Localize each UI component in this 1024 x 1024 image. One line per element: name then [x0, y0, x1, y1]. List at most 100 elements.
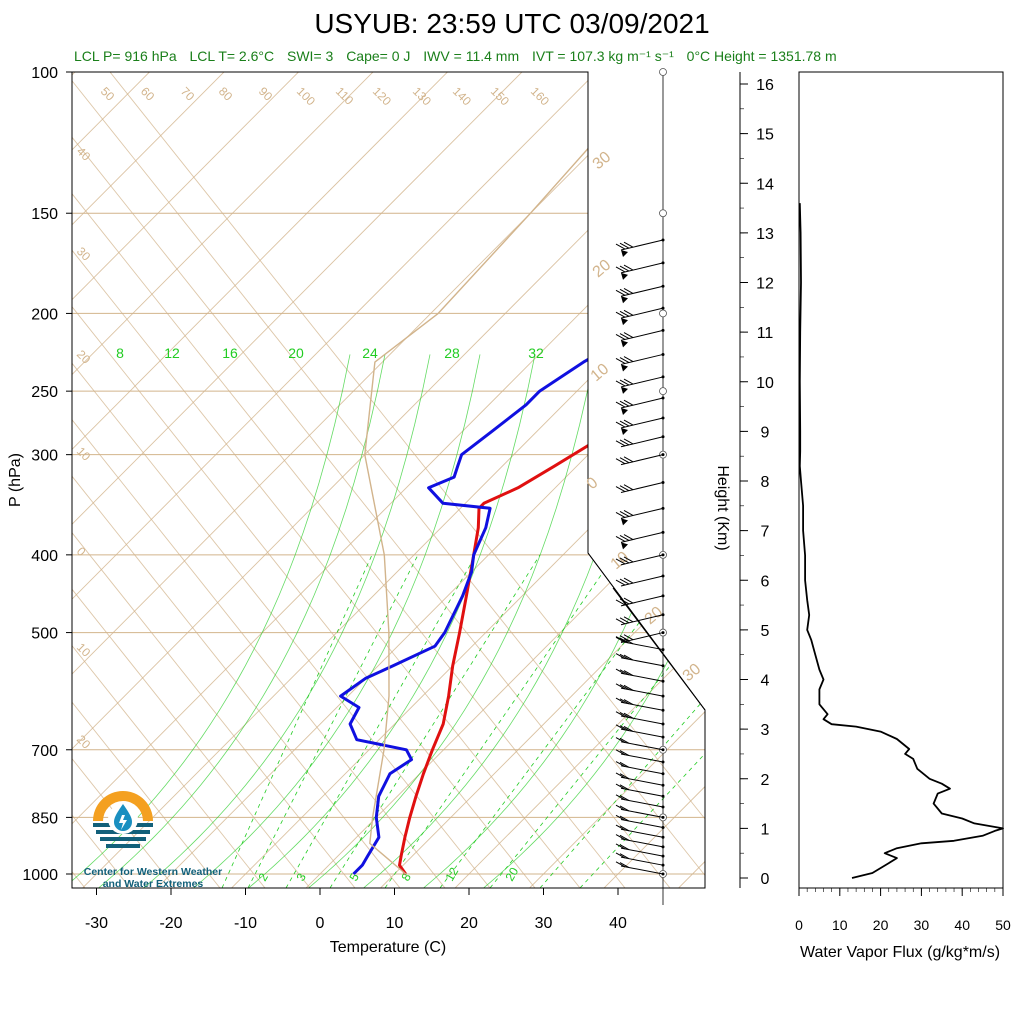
isotherm-label: 20	[590, 257, 615, 282]
isotherm-line	[72, 72, 705, 888]
wind-barb	[615, 668, 665, 683]
mixing-ratio-label: 16	[222, 345, 238, 361]
pressure-marker	[659, 209, 667, 218]
isotherm-line	[79, 72, 705, 888]
dry-adiabat-line	[72, 72, 671, 888]
dry-adiabat-line	[72, 72, 536, 888]
lcl-temperature: LCL T= 2.6°C	[189, 48, 275, 64]
isotherm-label: 10	[588, 361, 613, 386]
height-tick-label: 3	[761, 722, 770, 739]
isotherm-label: 10	[74, 444, 94, 464]
mixing-ratio-label: 8	[116, 345, 124, 361]
x-tick-label: -30	[85, 915, 108, 932]
wind-barb	[615, 653, 665, 668]
isotherm-label: 20	[74, 347, 94, 367]
isotherm-line	[750, 54, 1024, 891]
moist-adiabat-line	[479, 354, 705, 888]
dry-adiabat-line	[72, 72, 356, 888]
sounding-stats: LCL P= 916 hPa LCL T= 2.6°C SWI= 3 Cape=…	[74, 48, 1014, 65]
wind-barb	[615, 506, 665, 526]
moist-adiabat-line	[139, 354, 431, 888]
wind-barb	[615, 834, 665, 849]
x-tick-label: 40	[609, 915, 627, 932]
isotherm-label: 150	[488, 84, 512, 108]
isotherm-line	[377, 72, 705, 888]
parcel-path-line	[364, 72, 657, 875]
pressure-marker	[659, 68, 667, 76]
mixing-ratio-label: 3	[293, 870, 309, 883]
x-tick-label: 30	[535, 915, 553, 932]
ivt-value: IVT = 107.3 kg m⁻¹ s⁻¹	[532, 48, 674, 64]
x-axis-label: Temperature (C)	[330, 939, 446, 956]
flux-x-tick-label: 40	[954, 917, 970, 933]
wind-barb	[615, 852, 665, 867]
dry-adiabat-line	[72, 72, 401, 888]
swi-value: SWI= 3	[287, 48, 334, 64]
iwv-value: IWV = 11.4 mm	[423, 48, 520, 64]
wind-barb	[615, 783, 665, 798]
height-tick-label: 11	[757, 325, 774, 342]
cape-value: Cape= 0 J	[346, 48, 411, 64]
wind-barb	[615, 737, 665, 752]
flux-frame	[798, 71, 1004, 889]
y-tick-label: 500	[31, 626, 58, 643]
mixing-ratio-label: 2	[255, 870, 271, 883]
y-tick-label: 100	[31, 65, 58, 82]
isotherm-line	[302, 72, 705, 888]
y-tick-label: 300	[31, 448, 58, 465]
mixing-ratio-line	[384, 554, 616, 888]
wind-barb	[615, 396, 665, 416]
wind-barb	[615, 824, 665, 839]
moist-adiabat-line	[94, 354, 386, 888]
wind-barb	[615, 530, 665, 550]
isotherm-line	[72, 72, 243, 888]
height-tick-label: 9	[761, 424, 770, 441]
height-tick-label: 12	[756, 276, 774, 293]
pressure-marker	[659, 387, 667, 396]
flux-x-tick-label: 20	[873, 917, 889, 933]
dry-adiabat-line	[72, 72, 221, 888]
x-tick-label: 10	[386, 915, 404, 932]
height-tick-label: 8	[761, 474, 770, 491]
wind-barb	[615, 631, 665, 644]
flux-x-tick-label: 10	[832, 917, 848, 933]
wind-barb	[615, 772, 665, 787]
height-tick-label: 1	[761, 821, 770, 838]
mixing-ratio-line	[539, 554, 705, 888]
wind-barb	[615, 375, 665, 394]
mixing-ratio-label: 12	[442, 865, 461, 884]
isotherm-line	[600, 72, 705, 888]
flux-x-tick-label: 30	[914, 917, 930, 933]
wind-barb	[615, 749, 665, 764]
isotherm-label: 80	[216, 84, 236, 104]
x-tick-label: 0	[316, 915, 325, 932]
page-title: USYUB: 23:59 UTC 03/09/2021	[314, 8, 710, 39]
isotherm-label: 110	[333, 84, 357, 108]
logo-caption: Center for Western Weather and Water Ext…	[78, 866, 228, 890]
mixing-ratio-label: 24	[362, 345, 378, 361]
flux-x-axis-label: Water Vapor Flux (g/kg*m/s)	[800, 944, 1000, 961]
isotherm-label: 10	[74, 640, 94, 660]
y-tick-label: 250	[31, 384, 58, 401]
isotherm-label: 70	[178, 84, 198, 104]
mixing-ratio-line	[329, 554, 541, 888]
moist-adiabat-line	[189, 354, 481, 888]
isotherm-line	[72, 72, 168, 888]
wind-barb	[615, 284, 665, 304]
isotherm-label: 140	[450, 84, 474, 108]
height-tick-label: 16	[756, 77, 774, 94]
isotherm-label: 130	[410, 84, 434, 108]
wind-barb	[615, 553, 665, 566]
y-tick-label: 1000	[22, 867, 58, 884]
height-tick-label: 2	[761, 772, 770, 789]
wind-barb	[615, 435, 665, 448]
cw3e-logo	[88, 786, 228, 861]
isotherm-label: 30	[590, 149, 615, 174]
wind-barb	[615, 613, 665, 626]
dry-adiabat-line	[72, 72, 446, 888]
wind-barb	[615, 861, 665, 876]
moist-adiabat-line	[244, 354, 536, 888]
moist-adiabat-line	[419, 354, 705, 888]
